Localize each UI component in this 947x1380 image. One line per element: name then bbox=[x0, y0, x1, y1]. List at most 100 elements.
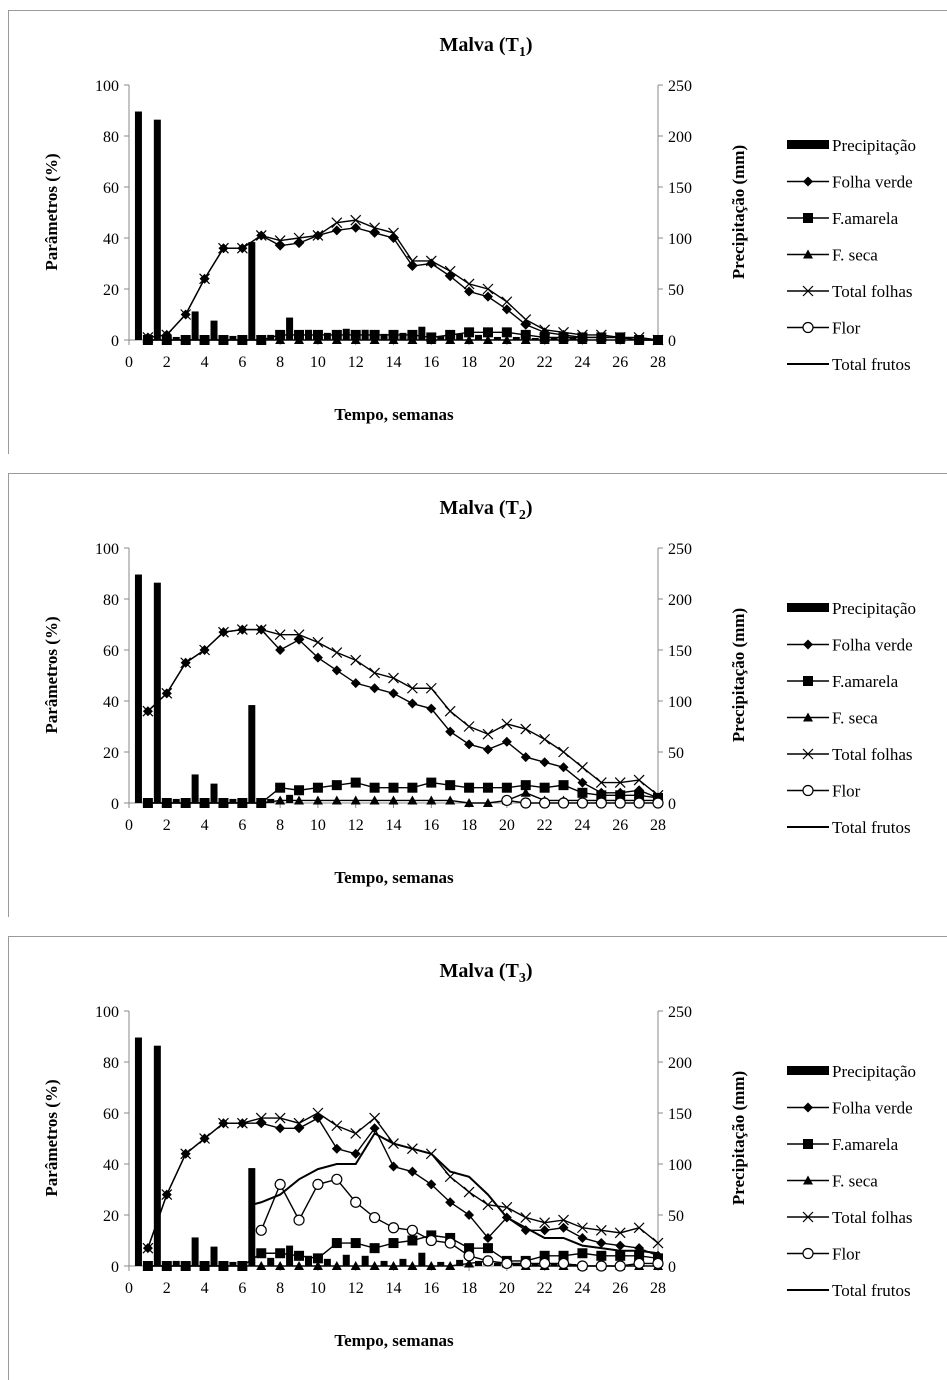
data-point bbox=[577, 329, 588, 341]
series-0 bbox=[142, 1113, 663, 1261]
data-point bbox=[388, 335, 399, 344]
precipitation-bar bbox=[153, 119, 161, 341]
data-point bbox=[615, 1250, 626, 1261]
series-5 bbox=[251, 1132, 659, 1255]
data-point bbox=[180, 657, 192, 669]
legend-label: Folha verde bbox=[832, 636, 913, 655]
data-point bbox=[274, 235, 286, 246]
data-point bbox=[558, 1214, 569, 1226]
data-point bbox=[576, 1260, 589, 1272]
data-point bbox=[161, 329, 173, 341]
data-point bbox=[463, 721, 475, 732]
precipitation-bar bbox=[437, 335, 445, 340]
data-point bbox=[652, 797, 664, 809]
y-tick-label: 100 bbox=[95, 1004, 119, 1021]
x-tick-label: 4 bbox=[201, 1280, 209, 1297]
y2-tick-label: 0 bbox=[668, 796, 676, 813]
data-point bbox=[615, 790, 626, 801]
data-point bbox=[501, 1201, 513, 1213]
data-point bbox=[161, 798, 172, 807]
data-point bbox=[425, 682, 437, 694]
data-point bbox=[445, 726, 456, 737]
precipitation-bar bbox=[210, 783, 218, 803]
precipitation-bar bbox=[493, 1262, 501, 1266]
x-tick-label: 12 bbox=[348, 1280, 364, 1297]
data-point bbox=[331, 329, 342, 340]
series-0 bbox=[142, 624, 663, 803]
y-tick-label: 100 bbox=[95, 541, 119, 558]
y-tick-label: 60 bbox=[103, 180, 119, 197]
legend-label: Total folhas bbox=[832, 745, 912, 764]
data-point bbox=[425, 255, 437, 267]
data-point bbox=[445, 1197, 456, 1208]
legend-swatch bbox=[787, 603, 829, 612]
data-point bbox=[294, 1123, 305, 1134]
data-point bbox=[426, 1179, 437, 1190]
data-point bbox=[312, 782, 323, 793]
precipitation-bar bbox=[361, 1255, 369, 1266]
data-point bbox=[596, 790, 607, 801]
data-point bbox=[369, 329, 380, 340]
data-point bbox=[256, 335, 267, 344]
data-point bbox=[350, 1196, 362, 1208]
x-tick-label: 16 bbox=[423, 1280, 439, 1297]
legend-marker bbox=[802, 321, 814, 334]
data-point bbox=[218, 335, 229, 344]
precipitation-bar bbox=[475, 1260, 483, 1266]
legend-label: Folha verde bbox=[832, 173, 913, 192]
data-point bbox=[614, 332, 626, 343]
data-point bbox=[520, 1257, 532, 1270]
series-line bbox=[251, 1132, 659, 1255]
data-point bbox=[142, 1242, 154, 1254]
legend-marker bbox=[803, 213, 813, 223]
data-point bbox=[312, 652, 323, 663]
data-point bbox=[255, 230, 267, 241]
data-point bbox=[406, 255, 418, 267]
data-point bbox=[275, 335, 286, 344]
y2-tick-label: 50 bbox=[668, 745, 684, 762]
data-point bbox=[463, 1250, 475, 1262]
data-point bbox=[199, 798, 210, 807]
data-point bbox=[482, 327, 493, 338]
data-point bbox=[445, 1261, 456, 1270]
x-tick-label: 4 bbox=[201, 354, 209, 371]
data-point bbox=[331, 1120, 343, 1132]
data-point bbox=[558, 335, 569, 344]
data-point bbox=[501, 327, 512, 338]
series-line bbox=[147, 792, 658, 804]
data-point bbox=[520, 780, 531, 791]
x-tick-label: 28 bbox=[650, 354, 666, 371]
data-point bbox=[463, 1186, 475, 1198]
y2-axis-label: Precipitação (mm) bbox=[729, 608, 748, 742]
data-point bbox=[350, 335, 361, 344]
precipitation-bar bbox=[229, 798, 237, 803]
x-tick-label: 14 bbox=[386, 1280, 402, 1297]
series-line bbox=[147, 1260, 658, 1267]
precipitation-bar bbox=[418, 326, 426, 340]
legend-label: F.amarela bbox=[832, 672, 899, 691]
legend-label: Total frutos bbox=[832, 818, 911, 837]
data-point bbox=[482, 291, 493, 302]
data-point bbox=[634, 1243, 645, 1254]
y-tick-label: 60 bbox=[103, 1106, 119, 1123]
legend-marker bbox=[802, 784, 814, 797]
series-4 bbox=[501, 794, 664, 809]
x-tick-label: 8 bbox=[276, 1280, 284, 1297]
x-tick-label: 16 bbox=[423, 354, 439, 371]
data-point bbox=[369, 1243, 380, 1254]
x-tick-label: 24 bbox=[574, 817, 590, 834]
data-point bbox=[652, 1237, 664, 1249]
data-point bbox=[312, 335, 323, 344]
data-point bbox=[312, 1113, 323, 1124]
legend-label: Folha verde bbox=[832, 1099, 913, 1118]
data-point bbox=[388, 795, 399, 805]
data-point bbox=[614, 1260, 626, 1272]
data-point bbox=[482, 782, 493, 793]
y-axis-label: Parâmetros (%) bbox=[42, 616, 61, 733]
data-point bbox=[558, 1250, 569, 1261]
data-point bbox=[388, 1261, 399, 1270]
data-point bbox=[577, 1232, 588, 1243]
data-point bbox=[293, 1117, 305, 1129]
precipitation-bar bbox=[229, 335, 237, 340]
